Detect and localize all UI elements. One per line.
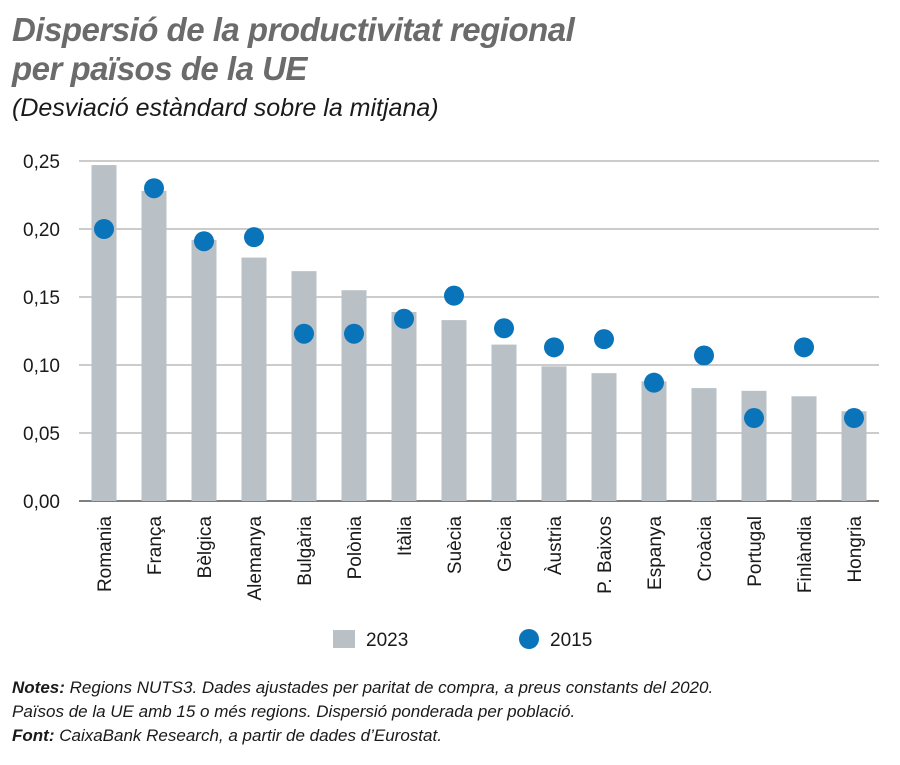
bar-2023 — [291, 271, 317, 501]
point-2015 — [444, 285, 464, 306]
x-tick-label: Romania — [95, 516, 116, 592]
x-tick-label: Espanya — [645, 516, 666, 590]
bar-2023 — [241, 257, 267, 501]
y-tick-label: 0,00 — [23, 492, 60, 513]
x-tick-label: Polònia — [345, 516, 366, 580]
point-2015 — [744, 408, 764, 429]
point-2015 — [144, 178, 164, 199]
point-2015 — [344, 323, 364, 344]
point-2015 — [544, 337, 564, 358]
point-2015 — [194, 231, 214, 252]
source-label: Font: — [12, 726, 55, 745]
bar-2023 — [541, 366, 567, 501]
y-tick-label: 0,05 — [23, 424, 60, 445]
x-tick-label: P. Baixos — [595, 516, 616, 594]
bar-2023 — [91, 165, 117, 501]
bar-2023 — [491, 344, 517, 501]
bar-2023 — [391, 311, 417, 501]
bar-2023 — [191, 239, 217, 501]
x-tick-label: Bèlgica — [195, 516, 216, 579]
point-2015 — [294, 323, 314, 344]
point-2015 — [844, 408, 864, 429]
y-tick-label: 0,25 — [23, 152, 60, 173]
x-tick-label: França — [145, 516, 166, 576]
legend-swatch-bar — [333, 630, 355, 648]
x-tick-label: Suècia — [445, 516, 466, 575]
legend-swatch-point — [519, 629, 539, 649]
chart-title-line2: per països de la UE — [12, 50, 307, 87]
bar-2023 — [741, 390, 767, 501]
y-tick-label: 0,15 — [23, 288, 60, 309]
x-tick-label: Bulgària — [295, 516, 316, 586]
point-2015 — [244, 227, 264, 248]
x-tick-label: Alemanya — [245, 516, 266, 601]
point-2015 — [694, 345, 714, 366]
legend-label: 2015 — [550, 630, 592, 651]
x-tick-label: Àustria — [545, 516, 566, 576]
notes-line1: Notes: Regions NUTS3. Dades ajustades pe… — [12, 676, 892, 700]
notes-source: Font: CaixaBank Research, a partir de da… — [12, 724, 892, 748]
point-2015 — [94, 219, 114, 239]
y-tick-label: 0,20 — [23, 220, 60, 241]
source-text: CaixaBank Research, a partir de dades d’… — [59, 726, 442, 745]
point-2015 — [594, 329, 614, 350]
x-tick-label: Finlàndia — [795, 516, 816, 594]
y-tick-label: 0,10 — [23, 356, 60, 377]
bar-2023 — [141, 190, 167, 502]
bar-2023 — [441, 320, 467, 501]
x-tick-label: Hongria — [845, 516, 866, 583]
chart-area: 0,00 0,05 0,10 0,15 0,20 0,25 Romania França Bèl… — [23, 152, 879, 651]
chart-subtitle: (Desviació estàndard sobre la mitjana) — [12, 94, 439, 122]
point-2015 — [394, 308, 414, 329]
chart-title: Dispersió de la productivitat regional p… — [12, 10, 872, 88]
bar-2023 — [341, 290, 367, 501]
bar-2023 — [641, 381, 667, 501]
bar-2023 — [791, 396, 817, 501]
x-tick-label: Itàlia — [395, 516, 416, 557]
x-tick-label: Grècia — [495, 516, 516, 572]
bar-2023 — [691, 388, 717, 501]
point-2015 — [644, 372, 664, 393]
point-2015 — [794, 337, 814, 358]
chart-title-line1: Dispersió de la productivitat regional — [12, 11, 575, 48]
notes-label: Notes: — [12, 678, 65, 697]
x-tick-label: Croàcia — [695, 516, 716, 582]
notes-line2: Països de la UE amb 15 o més regions. Di… — [12, 702, 576, 721]
x-tick-label: Portugal — [745, 516, 766, 587]
point-2015 — [494, 318, 514, 339]
chart-notes: Notes: Regions NUTS3. Dades ajustades pe… — [12, 676, 892, 748]
bar-2023 — [591, 373, 617, 501]
notes-text1: Regions NUTS3. Dades ajustades per parit… — [69, 678, 714, 697]
legend-label: 2023 — [366, 630, 408, 651]
